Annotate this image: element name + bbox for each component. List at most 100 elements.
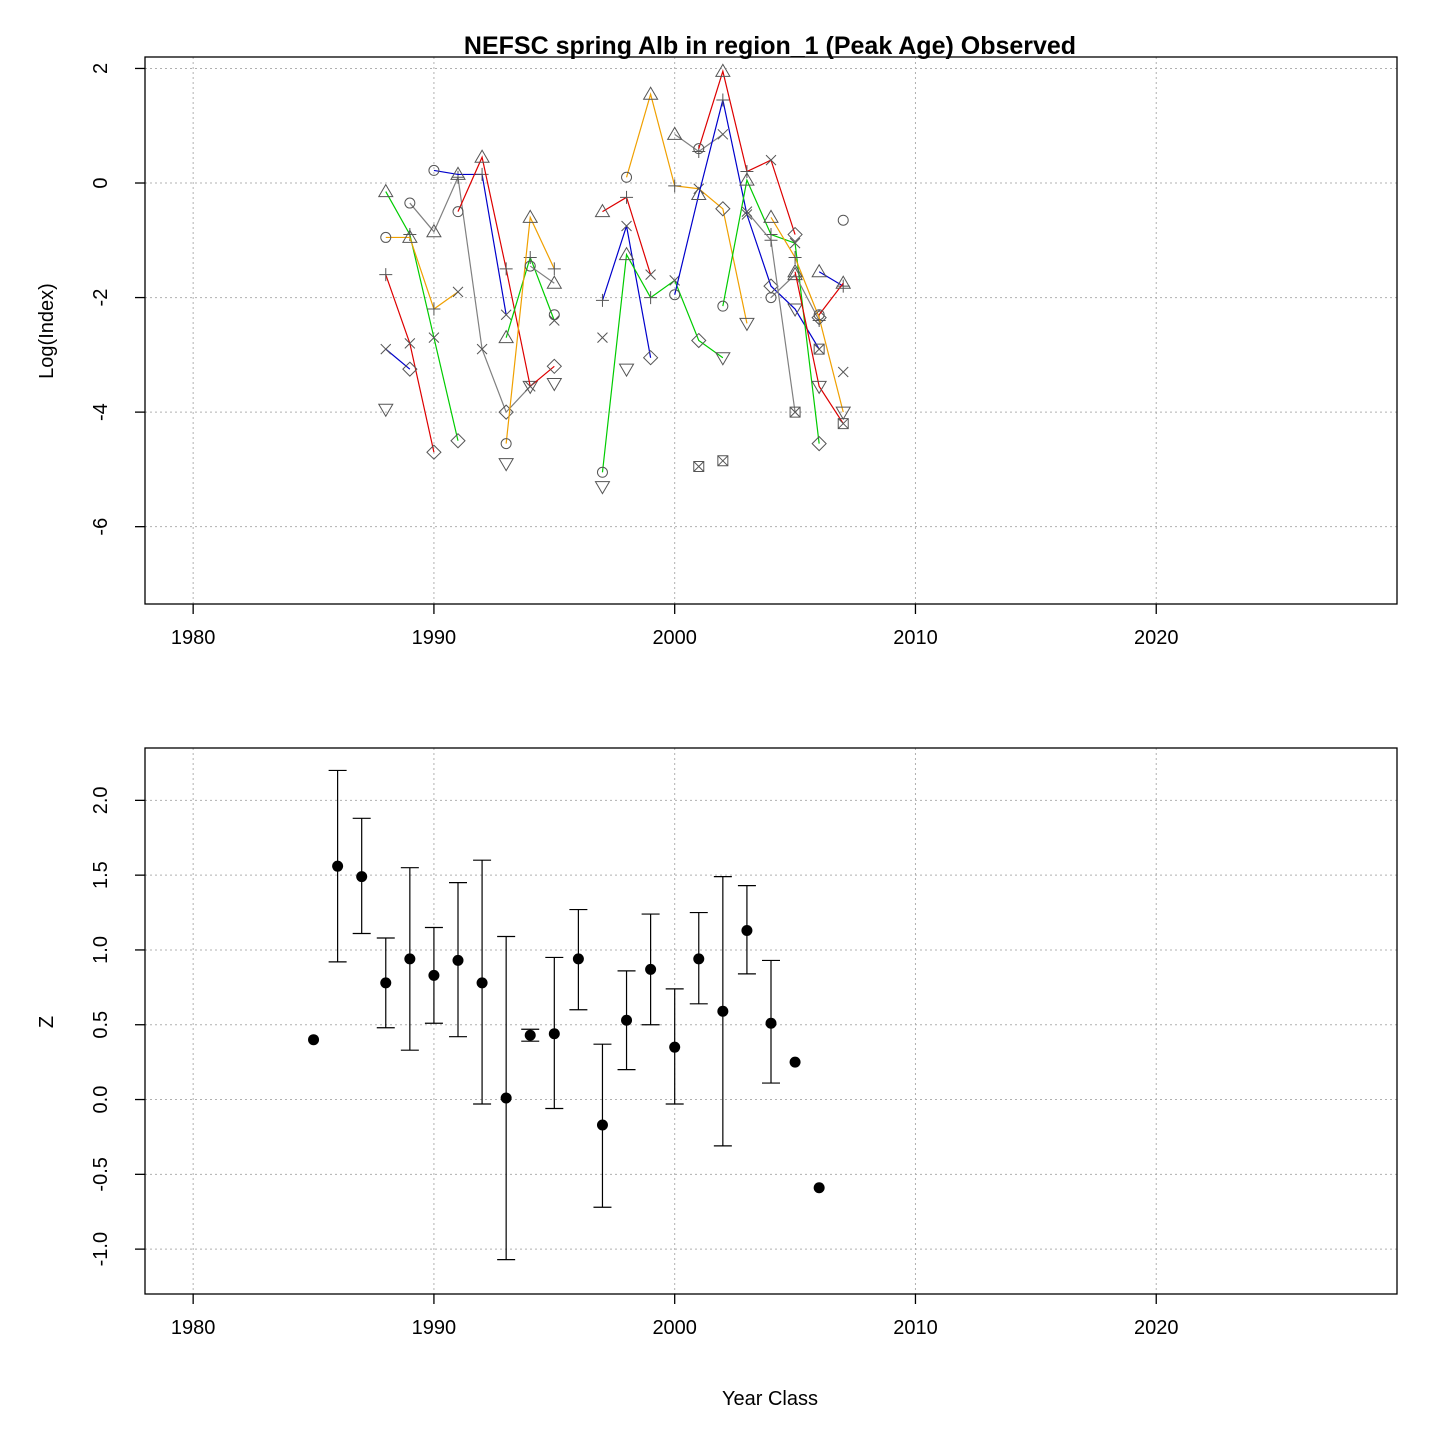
triangle-marker bbox=[377, 183, 394, 198]
x-tick-label: 1990 bbox=[412, 627, 457, 649]
y-tick-label: 0.5 bbox=[90, 1011, 112, 1039]
x-tick-label: 2000 bbox=[652, 627, 697, 649]
y-tick-label: -0.5 bbox=[90, 1157, 112, 1191]
triangle-marker bbox=[546, 275, 563, 289]
triangle-down-marker bbox=[739, 317, 755, 332]
circle-marker bbox=[693, 143, 705, 155]
diamond-marker bbox=[691, 332, 707, 349]
bottom-y-axis-label: Z bbox=[36, 1016, 58, 1028]
circle-marker bbox=[621, 171, 633, 183]
z-point bbox=[356, 871, 368, 883]
plus-marker bbox=[764, 233, 778, 247]
z-point bbox=[693, 953, 705, 965]
x-marker bbox=[476, 343, 488, 355]
circle-marker bbox=[717, 300, 729, 312]
triangle-down-marker bbox=[835, 406, 852, 421]
x-marker bbox=[404, 338, 416, 349]
triangle-down-marker bbox=[594, 481, 611, 495]
triangle-marker bbox=[787, 263, 803, 278]
diamond-marker bbox=[715, 201, 731, 217]
plot-frame bbox=[144, 747, 1398, 1295]
y-tick-label: -4 bbox=[90, 403, 112, 421]
series-line bbox=[601, 252, 724, 473]
diamond-marker bbox=[426, 444, 442, 460]
diamond-marker bbox=[763, 278, 779, 294]
triangle-marker bbox=[426, 223, 442, 238]
plus-marker bbox=[595, 293, 609, 307]
x-marker bbox=[741, 209, 753, 220]
plus-marker bbox=[836, 279, 850, 293]
y-tick-label: 1.0 bbox=[90, 936, 112, 964]
z-point bbox=[524, 1029, 536, 1041]
diamond-marker bbox=[811, 435, 827, 452]
series-line bbox=[602, 196, 652, 275]
plus-marker bbox=[788, 250, 802, 264]
y-tick-label: -1.0 bbox=[90, 1232, 112, 1266]
circle-marker bbox=[428, 164, 440, 176]
triangle-marker bbox=[474, 149, 490, 163]
series-line bbox=[505, 215, 555, 444]
x-marker bbox=[500, 309, 512, 321]
x-tick-label: 2020 bbox=[1134, 1317, 1179, 1339]
series-line bbox=[794, 271, 844, 424]
series-line bbox=[770, 217, 844, 413]
x-marker bbox=[669, 275, 681, 286]
diamond-marker bbox=[787, 226, 803, 243]
triangle-marker bbox=[787, 266, 803, 281]
series-line bbox=[385, 191, 459, 441]
x-marker bbox=[789, 237, 801, 249]
x-marker bbox=[693, 183, 705, 195]
series-line bbox=[433, 169, 507, 315]
plus-marker bbox=[499, 262, 513, 276]
triangle-marker bbox=[401, 229, 418, 243]
circle-marker bbox=[669, 289, 681, 301]
y-tick-label: 2 bbox=[90, 63, 112, 74]
x-marker bbox=[380, 343, 392, 355]
x-marker bbox=[597, 332, 608, 344]
z-point bbox=[332, 860, 344, 872]
plus-marker bbox=[716, 93, 730, 107]
boxed-x-marker bbox=[717, 455, 729, 467]
y-tick-label: 0 bbox=[90, 177, 112, 188]
plus-marker bbox=[620, 190, 634, 204]
diamond-marker bbox=[498, 404, 514, 420]
triangle-marker bbox=[835, 275, 852, 289]
circle-marker bbox=[765, 292, 777, 304]
triangle-down-marker bbox=[377, 403, 394, 418]
diamond-marker bbox=[546, 358, 563, 375]
triangle-down-marker bbox=[546, 377, 563, 392]
series-line bbox=[385, 236, 459, 310]
x-marker bbox=[645, 269, 656, 281]
z-point bbox=[404, 953, 416, 965]
z-point bbox=[380, 977, 392, 989]
plus-marker bbox=[644, 291, 658, 305]
y-tick-label: 1.5 bbox=[90, 861, 112, 889]
circle-marker bbox=[837, 214, 849, 226]
circle-marker bbox=[524, 260, 536, 272]
triangle-marker bbox=[666, 126, 683, 140]
triangle-marker bbox=[642, 86, 659, 100]
triangle-marker bbox=[763, 209, 779, 223]
boxed-x-marker bbox=[789, 406, 801, 418]
series-line bbox=[818, 271, 844, 287]
x-marker bbox=[621, 220, 632, 232]
triangle-down-marker bbox=[618, 363, 635, 378]
series-line bbox=[625, 91, 748, 324]
z-point bbox=[621, 1014, 633, 1026]
series-line bbox=[385, 274, 435, 453]
bottom-x-axis-label: Year Class bbox=[722, 1388, 818, 1410]
triangle-marker bbox=[811, 263, 828, 278]
x-marker bbox=[428, 332, 440, 344]
z-point bbox=[669, 1041, 681, 1053]
y-tick-label: -6 bbox=[90, 518, 112, 536]
z-point bbox=[813, 1182, 825, 1194]
triangle-marker bbox=[690, 186, 707, 200]
plus-marker bbox=[740, 165, 754, 179]
diamond-marker bbox=[642, 349, 659, 366]
triangle-marker bbox=[594, 203, 611, 218]
circle-marker bbox=[404, 197, 416, 209]
triangle-marker bbox=[714, 63, 731, 77]
series-line bbox=[698, 69, 796, 235]
